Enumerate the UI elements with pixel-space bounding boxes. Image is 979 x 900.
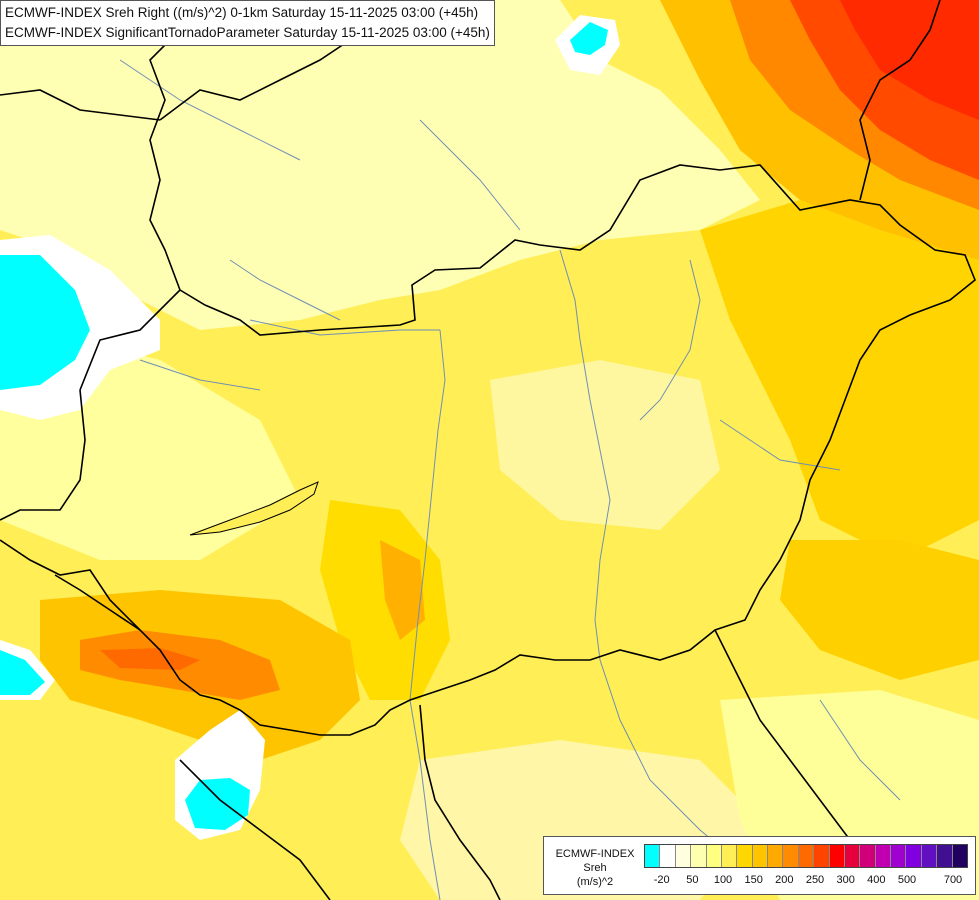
border-hungary xyxy=(54,164,976,736)
field-pale-center xyxy=(490,360,720,530)
border-slovenia-2 xyxy=(79,289,181,391)
legend-swatch xyxy=(752,845,768,867)
field-cyan-west xyxy=(0,255,90,390)
legend-color-bar xyxy=(644,844,968,868)
legend-tick: 700 xyxy=(943,874,963,886)
legend-swatch xyxy=(768,845,784,867)
border-serbia xyxy=(419,704,501,900)
map-title-line-2: ECMWF-INDEX SignificantTornadoParameter … xyxy=(5,25,490,40)
legend-tick: 150 xyxy=(744,874,763,886)
legend-swatch xyxy=(952,845,967,867)
field-pale-north xyxy=(0,0,760,330)
legend-label-line-2: Sreh xyxy=(583,862,607,874)
legend-swatch xyxy=(891,845,907,867)
legend-label-line-1: ECMWF-INDEX xyxy=(555,848,635,860)
legend-swatch xyxy=(844,845,861,867)
field-cyan-south xyxy=(185,778,250,830)
border-west xyxy=(149,0,181,291)
legend-tick-labels: -20 50 100 150 200 250 300 400 500 700 xyxy=(644,874,966,888)
border-croatia xyxy=(0,539,141,631)
border-bosnia xyxy=(179,759,331,900)
legend-tick: 250 xyxy=(805,874,825,886)
legend-swatch xyxy=(660,845,676,867)
legend-swatch xyxy=(706,845,722,867)
map-title-box: ECMWF-INDEX Sreh Right ((m/s)^2) 0-1km S… xyxy=(0,0,495,46)
field-cyan-southwest-edge xyxy=(0,650,45,695)
legend-tick: -20 xyxy=(653,874,670,886)
legend-label: ECMWF-INDEX Sreh (m/s)^2 xyxy=(550,847,640,889)
legend-swatch xyxy=(675,845,692,867)
legend-swatch xyxy=(737,845,753,867)
legend-tick: 500 xyxy=(897,874,917,886)
legend-tick: 100 xyxy=(713,874,733,886)
border-ukraine xyxy=(859,0,941,201)
field-gold-southeast xyxy=(780,540,979,680)
legend-swatch xyxy=(906,845,922,867)
legend-swatch xyxy=(783,845,799,867)
legend-swatch xyxy=(921,845,938,867)
legend-swatch xyxy=(798,845,815,867)
legend-swatch xyxy=(691,845,707,867)
lake-balaton xyxy=(189,481,319,536)
field-gold-east xyxy=(700,200,979,560)
legend-swatch xyxy=(829,845,845,867)
border-austria xyxy=(0,89,161,121)
legend-tick: 50 xyxy=(686,874,699,886)
legend-label-line-3: (m/s)^2 xyxy=(576,876,614,888)
rivers xyxy=(119,59,901,900)
legend-swatch xyxy=(645,845,661,867)
legend-tick: 400 xyxy=(867,874,886,886)
field-cyan-north xyxy=(570,22,608,55)
legend-swatch xyxy=(937,845,953,867)
border-slovenia xyxy=(0,389,86,521)
legend-swatch xyxy=(814,845,830,867)
legend-swatch xyxy=(860,845,876,867)
field-darkorange-southwest xyxy=(100,648,200,670)
legend-swatch xyxy=(875,845,891,867)
field-orange-center xyxy=(380,540,425,640)
legend-tick: 200 xyxy=(775,874,794,886)
color-legend: ECMWF-INDEX Sreh (m/s)^2 -20 50 100 150 200 2… xyxy=(543,836,976,895)
legend-tick: 300 xyxy=(836,874,855,886)
map-title-line-1: ECMWF-INDEX Sreh Right ((m/s)^2) 0-1km S… xyxy=(5,5,479,20)
legend-swatch xyxy=(721,845,738,867)
